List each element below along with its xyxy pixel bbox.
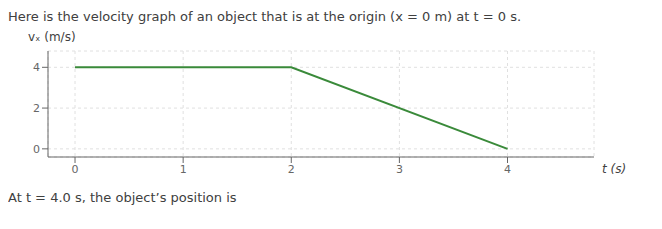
svg-text:2: 2 (33, 102, 40, 115)
svg-text:4: 4 (504, 163, 511, 176)
svg-text:3: 3 (396, 163, 403, 176)
html-text:vₓ (m/s): vₓ (m/s) (28, 30, 76, 44)
svg-text:t (s): t (s) (602, 162, 626, 176)
svg-text:2: 2 (288, 163, 295, 176)
html-text:Here is the velocity graph of: Here is the velocity graph of an object … (8, 9, 522, 24)
svg-text:0: 0 (33, 143, 40, 156)
svg-text:0: 0 (72, 163, 79, 176)
html-text:At t = 4.0 s, the object’s pos: At t = 4.0 s, the object’s position is (8, 190, 237, 205)
svg-text:1: 1 (180, 163, 187, 176)
svg-text:4: 4 (33, 61, 40, 74)
